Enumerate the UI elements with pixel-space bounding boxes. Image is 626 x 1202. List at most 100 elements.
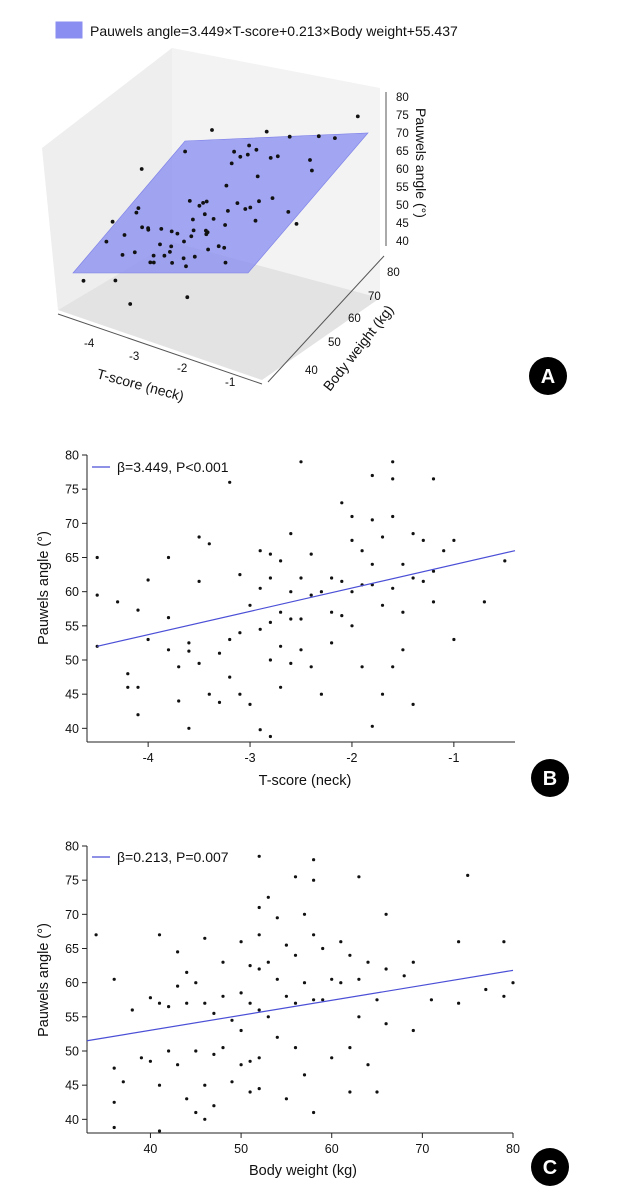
panel-c-data-point bbox=[457, 940, 461, 944]
panel-c-data-point bbox=[266, 895, 270, 899]
panel-b-y-tick-label: 55 bbox=[65, 619, 79, 633]
panel-a-data-point bbox=[110, 219, 115, 224]
panel-b-data-point bbox=[228, 480, 232, 484]
panel-b-data-point bbox=[136, 685, 140, 689]
panel-a-data-point bbox=[206, 247, 211, 252]
panel-c-data-point bbox=[348, 1090, 352, 1094]
panel-c-x-tick-label: 50 bbox=[234, 1142, 248, 1156]
panel-b-data-point bbox=[380, 692, 385, 696]
panel-c-x-tick-label: 80 bbox=[506, 1142, 520, 1156]
panel-a-data-point bbox=[187, 199, 192, 203]
z-tick-label: 60 bbox=[396, 164, 409, 176]
panel-a-data-point bbox=[216, 244, 221, 249]
panel-a-badge bbox=[529, 357, 567, 395]
panel-c-legend-label: β=0.213, P=0.007 bbox=[117, 849, 229, 865]
panel-c-badge bbox=[531, 1148, 569, 1186]
panel-a-data-point bbox=[192, 254, 197, 259]
panel-b-y-axis-label: Pauwels angle (°) bbox=[36, 531, 52, 645]
panel-c-y-tick-label: 70 bbox=[65, 908, 79, 922]
panel-a-data-point bbox=[333, 136, 337, 141]
legend-plane-label: Pauwels angle=3.449×T-score+0.213×Body w… bbox=[90, 23, 458, 39]
panel-c-x-axis-label: Body weight (kg) bbox=[249, 1163, 357, 1179]
panel-c-data-point bbox=[248, 964, 252, 968]
panel-b-data-point bbox=[268, 734, 272, 739]
panel-b-data-point bbox=[279, 644, 283, 648]
panel-c-y-tick-label: 80 bbox=[65, 840, 79, 854]
panel-b-data-point bbox=[309, 665, 313, 669]
panel-c-data-point bbox=[312, 878, 316, 882]
panel-b-data-point bbox=[217, 651, 222, 655]
panel-c-data-point bbox=[457, 1001, 461, 1005]
panel-a-data-point bbox=[197, 203, 202, 208]
regression-plane bbox=[72, 132, 369, 274]
panel-a-data-point bbox=[286, 210, 291, 214]
x-tick-label: -2 bbox=[177, 363, 187, 375]
panel-b-data-point bbox=[228, 637, 232, 642]
panel-c-data-point bbox=[339, 981, 343, 985]
panel-a-data-point bbox=[210, 128, 214, 132]
panel-a-data-point bbox=[169, 229, 174, 234]
panel-b-data-point bbox=[126, 672, 130, 676]
z-tick-label: 70 bbox=[396, 128, 409, 140]
panel-b-data-point bbox=[401, 562, 405, 566]
panel-c-data-point bbox=[275, 977, 279, 981]
panel-b-y-tick-label: 50 bbox=[65, 654, 79, 668]
panel-b-data-point bbox=[279, 685, 283, 689]
panel-c-data-point bbox=[167, 1049, 171, 1053]
panel-c-data-point bbox=[212, 1011, 216, 1016]
panel-c-data-point bbox=[157, 1129, 162, 1133]
panel-a-data-point bbox=[104, 239, 109, 244]
panel-b-scatter-chart: 40 45 50 55 60 65 70 75 80 -4 -3 -2 -1 β=3.449, P<0.… bbox=[36, 449, 569, 797]
y-tick-label: 40 bbox=[305, 365, 318, 377]
panel-b-data-point bbox=[411, 702, 415, 707]
panel-b-x-axis-label: T-score (neck) bbox=[259, 773, 352, 789]
panel-b-data-point bbox=[391, 477, 395, 481]
panel-b-data-point bbox=[268, 620, 272, 625]
panel-c-data-point bbox=[366, 960, 370, 964]
panel-a-data-point bbox=[181, 256, 186, 261]
panel-c-data-point bbox=[384, 1022, 388, 1026]
panel-b-data-point bbox=[421, 579, 425, 584]
panel-b-data-point bbox=[330, 641, 334, 645]
panel-c-data-point bbox=[239, 1063, 243, 1067]
panel-c-data-point bbox=[284, 1097, 288, 1101]
x-tick-label: -1 bbox=[225, 377, 235, 389]
y-axis-line bbox=[267, 255, 385, 383]
y-tick-label: 50 bbox=[328, 337, 341, 349]
panel-c-y-axis-label: Pauwels angle (°) bbox=[36, 923, 52, 1037]
z-tick-label: 55 bbox=[396, 182, 409, 194]
panel-c-data-point bbox=[257, 1056, 261, 1060]
panel-a-data-point bbox=[232, 149, 237, 154]
panel-a-data-point bbox=[168, 250, 172, 254]
panel-a-3d-chart: Pauwels angle=3.449×T-score+0.213×Body w… bbox=[42, 21, 567, 404]
panel-a-data-point bbox=[170, 261, 175, 265]
panel-b-data-point bbox=[238, 631, 242, 635]
panel-c-data-point bbox=[312, 1110, 316, 1115]
panel-a-data-point bbox=[81, 278, 86, 283]
panel-c-data-point bbox=[502, 994, 506, 998]
panel-b-legend-label: β=3.449, P<0.001 bbox=[117, 459, 229, 475]
panel-c-data-point bbox=[484, 987, 488, 992]
panel-a-data-point bbox=[270, 196, 275, 201]
panel-c-data-point bbox=[230, 1018, 234, 1022]
panel-b-data-point bbox=[370, 724, 374, 728]
panel-b-data-point bbox=[136, 608, 140, 612]
panel-b-data-point bbox=[238, 692, 242, 696]
panel-c-data-point bbox=[466, 873, 470, 878]
panel-a-data-point bbox=[253, 218, 258, 223]
panel-c-data-point bbox=[185, 970, 189, 975]
panel-c-data-point bbox=[302, 1073, 307, 1077]
panel-a-data-point bbox=[148, 260, 153, 265]
panel-b-data-point bbox=[289, 532, 293, 536]
panel-c-y-tick-label: 45 bbox=[65, 1079, 79, 1093]
panel-b-y-tick-label: 60 bbox=[65, 585, 79, 599]
panel-b-data-point bbox=[330, 610, 334, 614]
panel-c-data-point bbox=[176, 1063, 180, 1067]
panel-b-data-point bbox=[197, 661, 201, 666]
panel-c-y-tick-label: 50 bbox=[65, 1045, 79, 1059]
panel-b-data-point bbox=[360, 665, 364, 669]
panel-a-data-point bbox=[128, 302, 133, 306]
panel-b-fit-line bbox=[97, 550, 516, 647]
panel-b-data-point bbox=[197, 579, 201, 584]
panel-a-data-point bbox=[184, 264, 188, 269]
